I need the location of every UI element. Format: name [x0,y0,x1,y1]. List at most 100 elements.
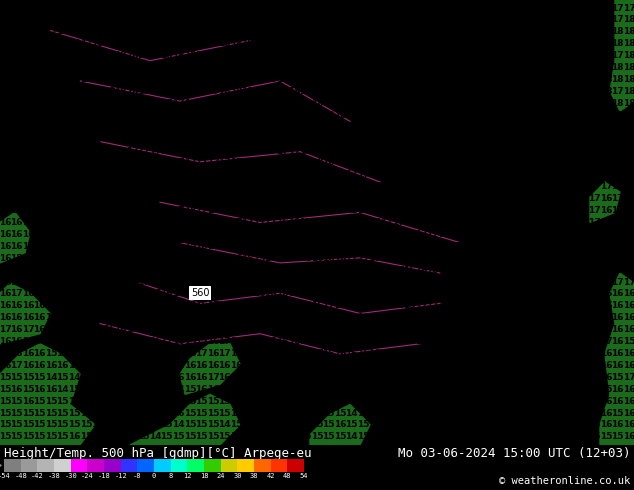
Text: 18: 18 [426,16,439,24]
Text: 16: 16 [218,313,231,322]
Text: 16: 16 [10,218,23,227]
Text: 16: 16 [0,242,11,251]
Text: 16: 16 [103,409,115,417]
Text: 18: 18 [184,206,196,215]
Text: 15: 15 [56,420,69,429]
Text: 16: 16 [126,337,138,346]
Text: 17: 17 [68,135,81,144]
Text: 17: 17 [333,171,346,179]
Text: 17: 17 [311,325,323,334]
Text: 16: 16 [160,242,173,251]
Text: 18: 18 [380,3,392,13]
Text: 16: 16 [588,396,600,406]
Text: 18: 18 [600,51,612,60]
Text: 17: 17 [576,194,589,203]
Bar [254,459,271,472]
Text: 17: 17 [357,242,370,251]
Text: 18: 18 [623,158,634,168]
Text: 16: 16 [56,361,69,370]
Text: 18: 18 [103,51,115,60]
Text: 16: 16 [218,242,231,251]
Text: 15: 15 [149,409,162,417]
Text: 16: 16 [450,361,462,370]
Text: 16: 16 [450,171,462,179]
Text: 16: 16 [542,409,554,417]
Text: 17: 17 [253,147,266,155]
Text: 17: 17 [507,254,520,263]
Text: 15: 15 [184,420,196,429]
Text: 18: 18 [230,87,242,96]
Text: 18: 18 [242,87,254,96]
Text: 16: 16 [623,230,634,239]
Bar [187,459,204,472]
Text: 16: 16 [218,325,231,334]
Text: 17: 17 [611,218,624,227]
Text: 18: 18 [472,75,485,84]
Text: 18: 18 [368,39,381,49]
Text: 16: 16 [322,361,335,370]
Text: 16: 16 [126,349,138,358]
Text: 17: 17 [368,301,381,310]
Text: 16: 16 [114,242,127,251]
Text: 16: 16 [242,337,254,346]
Text: 16: 16 [415,277,427,287]
Text: 18: 18 [461,122,474,132]
Text: 17: 17 [138,194,150,203]
Text: 15: 15 [426,409,439,417]
Text: 18: 18 [461,87,474,96]
Text: 16: 16 [68,290,81,298]
Text: 18: 18 [172,39,184,49]
Text: 15: 15 [368,432,381,441]
Text: 15: 15 [253,254,266,263]
Text: 16: 16 [334,266,346,274]
Text: 16: 16 [507,409,520,417]
Text: 18: 18 [195,51,208,60]
Text: 16: 16 [230,313,242,322]
Text: 15: 15 [149,385,162,393]
Text: 17: 17 [149,206,162,215]
Text: 17: 17 [253,111,266,120]
Text: 48: 48 [283,473,292,479]
Text: 18: 18 [530,135,543,144]
Text: 15: 15 [403,420,416,429]
Text: 18: 18 [80,51,92,60]
Text: 16: 16 [10,301,23,310]
Text: 15: 15 [195,396,208,406]
Text: 15: 15 [160,396,173,406]
Text: 15: 15 [299,432,312,441]
Text: 15: 15 [346,420,358,429]
Text: 16: 16 [426,313,439,322]
Text: 17: 17 [380,135,392,144]
Text: 17: 17 [450,206,462,215]
Text: 16: 16 [172,290,184,298]
Text: 17: 17 [576,171,589,179]
Text: 16: 16 [218,361,231,370]
Text: 17: 17 [346,158,358,168]
Text: 17: 17 [392,194,404,203]
Text: 18: 18 [311,27,323,36]
Text: 14: 14 [149,432,162,441]
Text: 16: 16 [276,158,288,168]
Text: 16: 16 [91,218,104,227]
Text: 17: 17 [288,194,301,203]
Text: 18: 18 [10,99,23,108]
Text: 18: 18 [426,87,439,96]
Text: 18: 18 [114,39,127,49]
Text: 16: 16 [472,301,485,310]
Text: 16: 16 [195,361,208,370]
Text: 17: 17 [415,182,427,191]
Text: 16: 16 [114,218,127,227]
Text: 15: 15 [484,432,496,441]
Text: 16: 16 [80,194,92,203]
Text: 16: 16 [264,254,277,263]
Text: 15: 15 [114,396,127,406]
Text: 17: 17 [230,147,242,155]
Text: 16: 16 [496,409,508,417]
Text: 16: 16 [623,396,634,406]
Text: 16: 16 [588,385,600,393]
Text: 15: 15 [68,385,81,393]
Text: 17: 17 [242,230,254,239]
Text: 16: 16 [368,122,381,132]
Text: 16: 16 [403,396,416,406]
Text: 16: 16 [34,254,46,263]
